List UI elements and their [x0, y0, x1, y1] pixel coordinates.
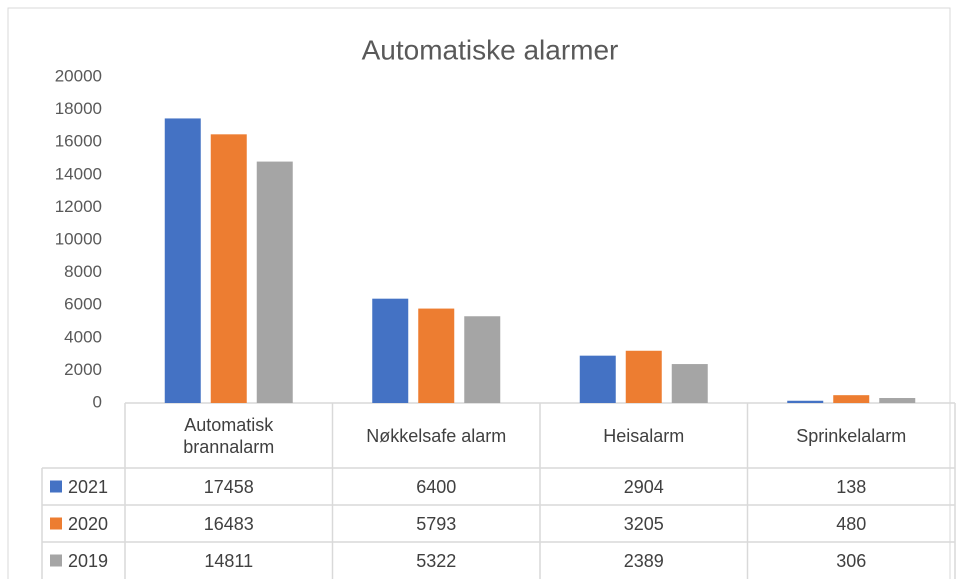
legend-label-text: 2020: [68, 513, 109, 534]
legend-label-text: 2021: [68, 476, 109, 497]
table-value: 306: [748, 542, 956, 579]
y-tick-label: 10000: [55, 229, 102, 248]
y-tick-label: 12000: [55, 197, 102, 216]
table-value: 14811: [125, 542, 333, 579]
bar: [164, 118, 201, 403]
table-value: 480: [748, 505, 956, 542]
y-tick-label: 6000: [64, 295, 102, 314]
chart-title: Automatiske alarmer: [362, 34, 619, 65]
category-label-text: Automatisk brannalarm: [183, 414, 275, 457]
bar: [372, 298, 409, 403]
y-tick-label: 14000: [55, 164, 102, 183]
table-value-text: 17458: [203, 476, 254, 497]
legend-key: [50, 480, 62, 493]
category-label: Nøkkelsafe alarm: [333, 403, 541, 468]
table-value-text: 306: [836, 550, 867, 571]
bar: [625, 350, 662, 403]
category-label: Sprinkelalarm: [748, 403, 956, 468]
table-value: 17458: [125, 468, 333, 505]
legend-label-text: 2019: [68, 550, 109, 571]
category-label: Automatisk brannalarm: [125, 403, 333, 468]
table-value-text: 138: [836, 476, 867, 497]
y-tick-label: 2000: [64, 360, 102, 379]
table-value-text: 2389: [623, 550, 664, 571]
table-value-text: 6400: [416, 476, 457, 497]
bar: [671, 364, 708, 403]
category-label-text: Heisalarm: [603, 425, 685, 446]
table-value: 3205: [540, 505, 748, 542]
table-value: 5793: [333, 505, 541, 542]
bar: [464, 316, 501, 403]
bar: [879, 398, 916, 403]
table-value-text: 3205: [623, 513, 664, 534]
legend-key: [50, 554, 62, 567]
category-label-text: Nøkkelsafe alarm: [366, 425, 507, 446]
bar: [256, 161, 293, 403]
legend-label: 2021: [64, 468, 124, 505]
table-value: 138: [748, 468, 956, 505]
table-value-text: 16483: [203, 513, 254, 534]
legend-label: 2019: [64, 542, 124, 579]
table-value: 16483: [125, 505, 333, 542]
bar: [579, 355, 616, 403]
bar: [833, 395, 870, 403]
y-tick-label: 8000: [64, 262, 102, 281]
legend-key: [50, 517, 62, 530]
bar: [210, 134, 247, 404]
chart-border: [7, 7, 951, 579]
y-tick-label: 20000: [55, 66, 102, 85]
bar: [418, 308, 455, 403]
table-value-text: 480: [836, 513, 867, 534]
category-label-text: Sprinkelalarm: [796, 425, 907, 446]
bar: [787, 400, 824, 403]
table-value: 2389: [540, 542, 748, 579]
table-value-text: 5322: [416, 550, 457, 571]
y-tick-label: 0: [93, 392, 102, 411]
y-tick-label: 4000: [64, 327, 102, 346]
table-value: 2904: [540, 468, 748, 505]
table-value-text: 2904: [623, 476, 664, 497]
table-value: 6400: [333, 468, 541, 505]
y-tick-label: 18000: [55, 99, 102, 118]
y-tick-label: 16000: [55, 132, 102, 151]
category-label: Heisalarm: [540, 403, 748, 468]
table-value: 5322: [333, 542, 541, 579]
table-value-text: 14811: [204, 550, 254, 571]
legend-label: 2020: [64, 505, 124, 542]
table-value-text: 5793: [416, 513, 457, 534]
